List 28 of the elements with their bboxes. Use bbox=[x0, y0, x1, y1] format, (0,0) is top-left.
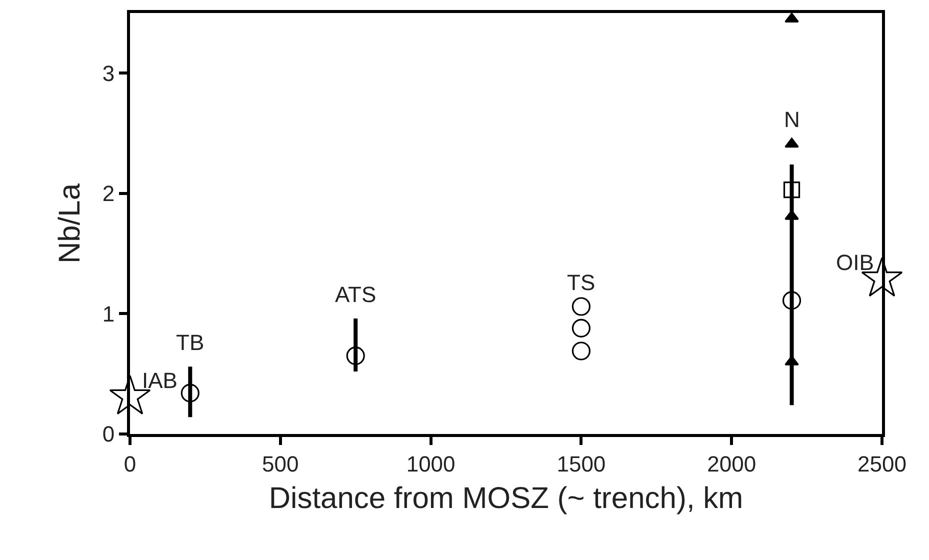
annotation: TB bbox=[176, 330, 204, 355]
annotation: ATS bbox=[335, 282, 376, 307]
point bbox=[784, 210, 799, 220]
point bbox=[782, 291, 802, 310]
x-tick-label: 2500 bbox=[858, 451, 906, 476]
x-tick-label: 2000 bbox=[707, 451, 756, 476]
x-tick-label: 1000 bbox=[406, 451, 456, 476]
y-axis-title: Nb/La bbox=[53, 183, 86, 264]
x-tick-label: 1500 bbox=[556, 451, 606, 476]
y-tick-label: 0 bbox=[102, 422, 115, 447]
x-tick-label: 0 bbox=[124, 451, 136, 476]
point bbox=[784, 12, 799, 23]
point bbox=[784, 138, 799, 148]
point bbox=[346, 346, 365, 366]
point bbox=[572, 297, 590, 316]
point bbox=[572, 342, 590, 360]
y-tick-label: 3 bbox=[102, 60, 115, 86]
y-tick-label: 1 bbox=[102, 301, 115, 326]
x-axis-title: Distance from MOSZ (~ trench), km bbox=[268, 482, 744, 515]
annotation: TS bbox=[567, 270, 596, 295]
x-tick-label: 500 bbox=[262, 451, 299, 476]
annotation: OIB bbox=[836, 250, 874, 275]
point bbox=[180, 384, 200, 402]
y-tick-label: 2 bbox=[102, 181, 115, 206]
point bbox=[572, 318, 590, 338]
point bbox=[783, 182, 800, 198]
annotation: N bbox=[784, 107, 800, 132]
annotation: IAB bbox=[142, 368, 178, 393]
